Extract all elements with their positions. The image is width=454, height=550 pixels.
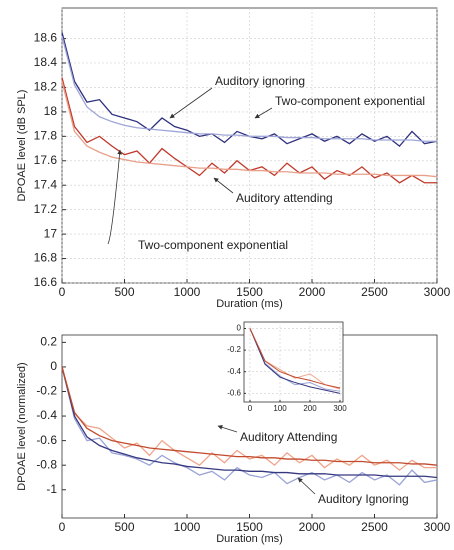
annotation: Auditory Ignoring xyxy=(318,492,409,506)
annotation-arrow xyxy=(217,425,238,433)
y-tick-label: 17.6 xyxy=(34,153,58,167)
y-tick-label: -0.4 xyxy=(227,367,241,376)
series-line xyxy=(61,35,437,142)
x-tick-label: 0 xyxy=(59,520,66,534)
x-tick-label: 3000 xyxy=(424,285,451,299)
x-tick-label: 1000 xyxy=(174,285,201,299)
annotation: Auditory Attending xyxy=(240,430,337,444)
y-tick-label: -0.2 xyxy=(36,384,57,398)
y-tick-label: 17.8 xyxy=(34,129,58,143)
y-tick-label: 16.8 xyxy=(34,251,58,265)
x-tick-label: 300 xyxy=(333,404,347,413)
series-line xyxy=(249,328,341,389)
annotation: Two-component exponential xyxy=(138,238,288,252)
annotation-arrow xyxy=(213,177,234,194)
y-tick-label: -0.6 xyxy=(227,388,241,397)
x-tick-label: 0 xyxy=(59,285,66,299)
y-tick-label: 0 xyxy=(237,324,242,333)
x-tick-label: 500 xyxy=(114,520,134,534)
series-line xyxy=(61,366,438,486)
y-tick-label: 17.4 xyxy=(34,177,58,191)
x-tick-label: 1500 xyxy=(236,285,263,299)
x-tick-label: 2000 xyxy=(299,285,326,299)
y-tick-label: 17.2 xyxy=(34,202,58,216)
y-tick-label: 0 xyxy=(50,359,57,373)
x-tick-label: 100 xyxy=(273,404,287,413)
y-tick-label: -0.4 xyxy=(36,408,57,422)
y-tick-label: 16.6 xyxy=(34,275,58,289)
x-tick-label: 2500 xyxy=(361,520,388,534)
series-line xyxy=(61,81,438,178)
y-tick-label: -1 xyxy=(46,482,57,496)
y-tick-label: 18.2 xyxy=(34,80,58,94)
x-axis-label: Duration (ms) xyxy=(216,298,283,310)
inset-frame xyxy=(243,321,344,403)
x-tick-label: 3000 xyxy=(424,520,451,534)
y-tick-label: 0.2 xyxy=(40,335,57,349)
y-tick-label: 18.4 xyxy=(34,55,58,69)
x-axis-label: Duration (ms) xyxy=(216,533,283,545)
annotation-arrow xyxy=(107,149,122,245)
series-line xyxy=(61,366,438,479)
series-line xyxy=(61,366,437,471)
x-tick-label: 0 xyxy=(248,404,253,413)
annotation: Auditory ignoring xyxy=(215,74,305,88)
y-tick-label: -0.6 xyxy=(36,433,57,447)
y-axis-label: DPOAE level (dB SPL) xyxy=(16,90,28,202)
y-tick-label: 18.6 xyxy=(34,31,58,45)
x-tick-label: 2000 xyxy=(299,520,326,534)
x-tick-label: 1500 xyxy=(236,520,263,534)
annotation-arrow xyxy=(297,477,316,495)
x-tick-label: 1000 xyxy=(174,520,201,534)
y-axis-label: DPOAE level (normalized) xyxy=(16,362,28,490)
y-tick-label: 18 xyxy=(44,104,58,118)
x-tick-label: 200 xyxy=(303,404,317,413)
annotation-arrow xyxy=(254,107,273,119)
series-line xyxy=(249,328,341,394)
y-tick-label: -0.8 xyxy=(36,457,57,471)
annotation-arrow xyxy=(169,87,213,119)
y-tick-label: 17 xyxy=(44,226,58,240)
x-tick-label: 500 xyxy=(114,285,134,299)
annotation: Auditory attending xyxy=(236,191,333,205)
x-tick-label: 2500 xyxy=(361,285,388,299)
series-line xyxy=(61,366,438,466)
y-tick-label: -0.2 xyxy=(227,345,241,354)
annotation: Two-component exponential xyxy=(275,94,425,108)
